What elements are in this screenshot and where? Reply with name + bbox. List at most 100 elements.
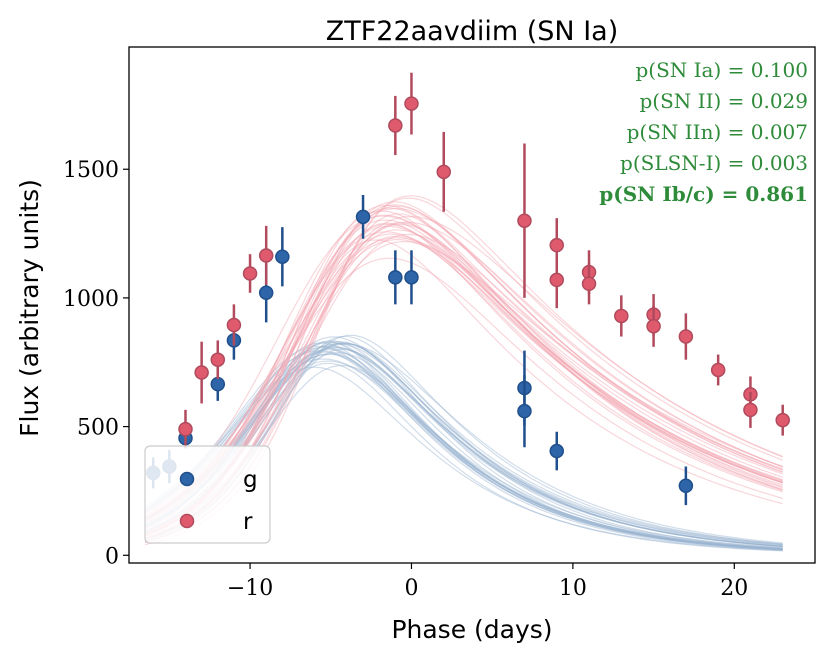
g-model-curve	[144, 347, 783, 547]
g-model-curve	[144, 336, 783, 546]
r-point	[549, 237, 564, 253]
r-point	[210, 352, 226, 367]
g-model-curve	[144, 342, 783, 550]
g-model-curve	[144, 366, 783, 552]
g-model-curve	[144, 360, 783, 551]
g-model-curve	[144, 358, 783, 549]
r-model-curve	[144, 221, 783, 522]
probability-annotation: p(SLSN-I) = 0.003	[620, 151, 808, 175]
g-model-curve	[144, 342, 783, 549]
g-point	[355, 209, 371, 225]
g-model-curve	[144, 341, 783, 550]
chart-title: ZTF22aavdiim (SN Ia)	[326, 16, 618, 47]
g-model-curve	[144, 345, 783, 551]
r-model-curve	[144, 210, 783, 530]
legend-label-g: g	[243, 467, 258, 493]
r-model-curve	[144, 223, 783, 536]
g-model-curve	[144, 351, 783, 550]
g-point	[678, 478, 694, 494]
x-tick-label: 10	[559, 576, 587, 601]
probability-annotation: p(SN IIn) = 0.007	[627, 120, 808, 144]
g-point	[549, 443, 564, 459]
legend-box	[144, 445, 271, 544]
r-model-curve	[144, 240, 783, 529]
probability-annotations: p(SN Ia) = 0.100 p(SN II) = 0.029 p(SN IIn…	[599, 58, 808, 206]
g-model-curve	[144, 348, 783, 550]
g-model-curve	[144, 340, 783, 547]
g-point	[388, 270, 403, 285]
y-tick-label: 1000	[63, 287, 119, 312]
legend-marker-r	[179, 513, 195, 529]
r-point	[646, 318, 661, 334]
r-point	[581, 276, 597, 292]
probability-annotation: p(SN II) = 0.029	[640, 89, 809, 113]
r-model-curve	[144, 223, 783, 532]
g-model-curve	[144, 346, 783, 547]
g-point	[258, 285, 274, 301]
legend-label-r: r	[243, 509, 253, 535]
r-point	[678, 329, 694, 344]
g-model-curve	[144, 341, 783, 551]
g-model-curve	[144, 343, 783, 544]
r-model-curve	[144, 207, 783, 535]
r-point	[436, 164, 452, 180]
g-model-curve	[144, 342, 783, 547]
g-model-curve	[144, 353, 783, 551]
r-model-curve	[144, 215, 783, 520]
r-point	[226, 317, 242, 333]
probability-annotation: p(SN Ia) = 0.100	[635, 58, 808, 82]
r-point	[614, 308, 629, 324]
g-model-curve	[144, 350, 783, 550]
legend: gr	[144, 445, 271, 544]
g-point	[404, 270, 419, 285]
axes: −10 0 10 20 0 500 1000 1500	[63, 46, 816, 601]
r-model-curve	[144, 214, 783, 535]
g-model-curve	[144, 345, 783, 547]
r-model-curve	[144, 239, 783, 536]
x-tick-label: 0	[404, 576, 418, 601]
g-point	[517, 403, 532, 419]
x-tick-label: 20	[720, 576, 748, 601]
g-model-curve	[144, 351, 783, 550]
r-point	[194, 365, 209, 380]
r-model-curve	[144, 225, 783, 519]
r-model-curve	[144, 215, 783, 514]
legend-marker-g	[179, 471, 195, 487]
x-tick-label: −10	[227, 576, 273, 601]
axes-frame	[128, 46, 816, 564]
r-point	[404, 96, 419, 111]
g-model-curve	[144, 340, 783, 546]
g-point	[275, 249, 290, 264]
r-point	[242, 266, 258, 281]
x-axis-label: Phase (days)	[391, 615, 552, 644]
r-model-curve	[144, 237, 783, 516]
r-model-curve	[144, 257, 783, 517]
r-model-curve	[144, 238, 783, 518]
r-point	[178, 421, 193, 437]
r-model-curve	[144, 233, 783, 520]
r-model-curve	[144, 231, 783, 521]
r-model-curve	[144, 204, 783, 536]
r-model-curve	[144, 204, 783, 538]
probability-annotation: p(SN Ib/c) = 0.861	[599, 182, 808, 206]
y-tick-label: 0	[105, 544, 119, 569]
g-model-curve	[144, 362, 783, 552]
r-point	[775, 412, 790, 428]
r-model-curve	[144, 219, 783, 525]
g-point	[210, 376, 226, 392]
r-model-curve	[144, 205, 783, 534]
r-point	[710, 362, 726, 378]
y-axis-label: Flux (arbitrary units)	[15, 179, 44, 437]
r-point	[743, 402, 758, 418]
r-point	[258, 248, 274, 263]
y-tick-label: 500	[77, 416, 119, 441]
g-model-curve	[144, 353, 783, 550]
r-point	[388, 118, 403, 133]
y-tick-label: 1500	[63, 158, 119, 183]
r-point	[517, 213, 532, 228]
g-model-curve	[144, 346, 783, 550]
r-point	[549, 272, 564, 288]
r-data-points	[178, 72, 790, 449]
r-model-curve	[144, 207, 783, 523]
